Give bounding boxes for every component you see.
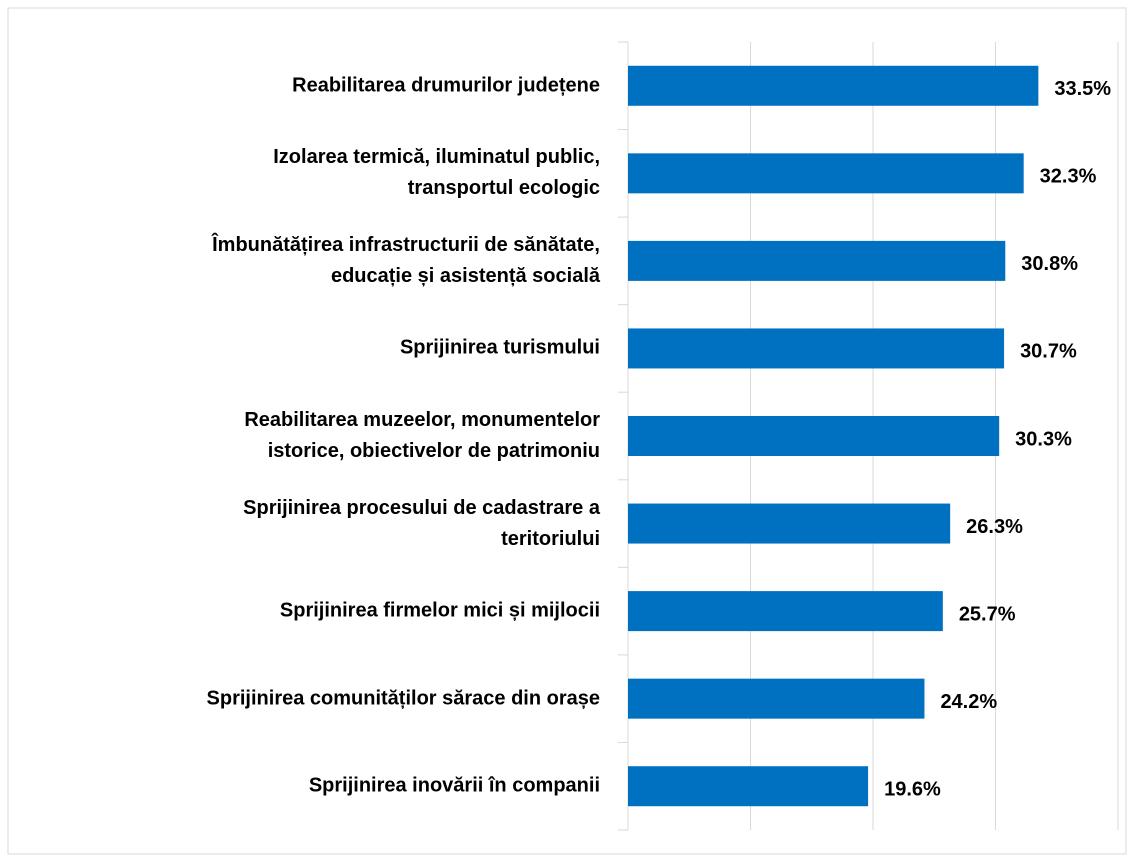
- value-label: 30.8%: [1021, 253, 1078, 275]
- bar: [628, 240, 1006, 281]
- bar: [628, 678, 925, 719]
- value-label: 30.7%: [1020, 341, 1077, 363]
- bar: [628, 591, 943, 632]
- category-label: Sprijinirea comunităților sărace din ora…: [206, 687, 600, 710]
- value-label: 24.2%: [940, 691, 997, 713]
- category-label: Reabilitarea drumurilor județene: [292, 74, 600, 97]
- category-label: Reabilitarea muzeelor, monumentelor isto…: [244, 409, 600, 462]
- bar: [628, 416, 1000, 456]
- category-label: Sprijinirea procesului de cadastrare a t…: [243, 496, 600, 550]
- value-label: 32.3%: [1040, 166, 1097, 188]
- bar: [628, 503, 951, 544]
- category-label: Îmbunătățirea infrastructurii de sănătat…: [212, 233, 600, 287]
- value-label: 25.7%: [959, 603, 1016, 625]
- bar: [628, 65, 1039, 106]
- category-label: Sprijinirea inovării în companii: [308, 774, 600, 797]
- category-label: Izolarea termică, iluminatul public, tra…: [273, 146, 600, 200]
- category-label: Sprijinirea turismului: [399, 336, 600, 359]
- value-label: 30.3%: [1015, 428, 1072, 450]
- category-label: Sprijinirea firmelor mici și mijlocii: [279, 599, 600, 622]
- bar: [628, 766, 869, 807]
- value-label: 26.3%: [966, 516, 1023, 538]
- bar: [628, 153, 1024, 194]
- value-label: 19.6%: [884, 779, 941, 801]
- value-label: 33.5%: [1054, 78, 1111, 100]
- bar: [628, 328, 1005, 369]
